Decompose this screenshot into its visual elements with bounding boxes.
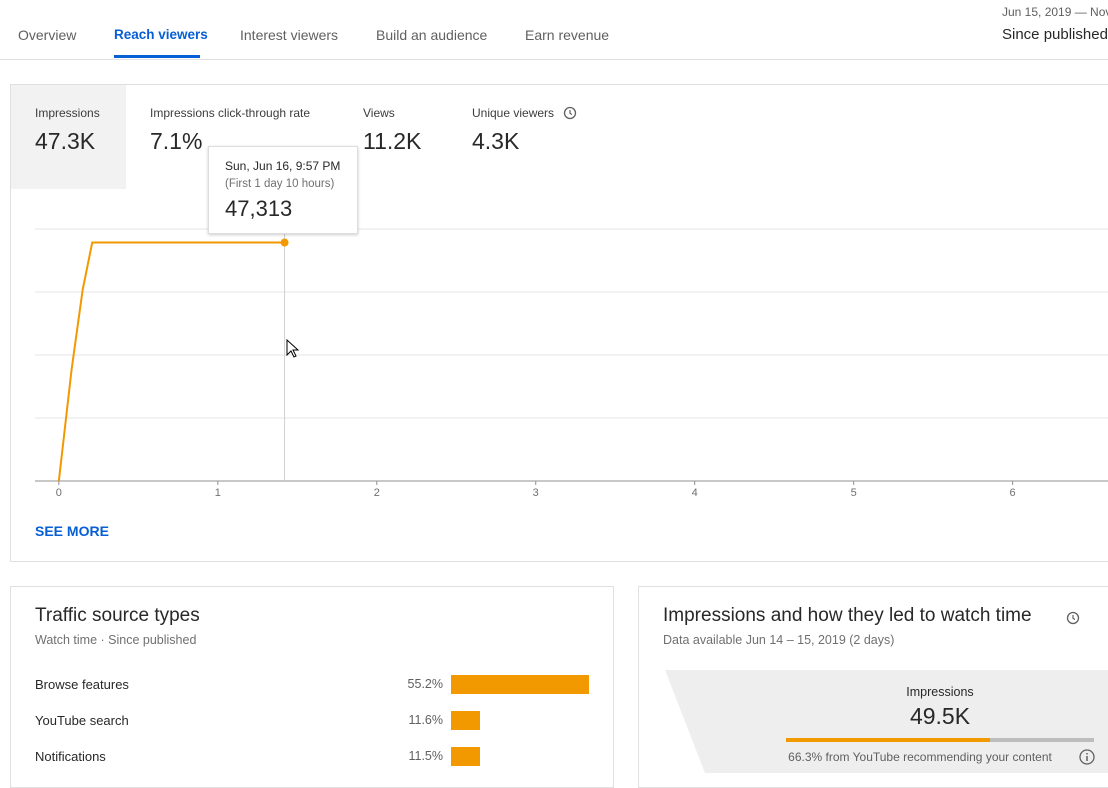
bar <box>451 747 480 766</box>
tab-active[interactable]: Reach viewers <box>114 27 208 42</box>
metric-selected[interactable] <box>11 85 126 189</box>
tab[interactable]: Interest viewers <box>240 27 339 43</box>
metric-value: 7.1% <box>150 128 203 154</box>
cursor <box>286 339 300 358</box>
funnel-shape <box>665 670 1108 773</box>
x-tick-label: 5 <box>851 487 857 499</box>
divider <box>0 59 1108 60</box>
funnel-label: Impressions <box>906 685 974 699</box>
row-name: Notifications <box>35 749 106 764</box>
metric-value: 47.3K <box>35 128 96 154</box>
chart-card <box>10 84 1108 562</box>
info-icon[interactable] <box>1078 748 1096 766</box>
row-pct: 11.6% <box>408 713 443 727</box>
row-name: Browse features <box>35 677 129 692</box>
tab-underline <box>114 55 200 58</box>
funnel-note: 66.3% from YouTube recommending your con… <box>788 750 1052 764</box>
metric-label[interactable]: Views <box>363 106 395 120</box>
x-tick-label: 6 <box>1010 487 1016 499</box>
card-subtitle: Watch time · Since published <box>35 633 197 647</box>
card-title: Traffic source types <box>35 605 200 626</box>
tooltip-note: (First 1 day 10 hours) <box>225 178 335 190</box>
chart: 0 1 2 3 4 5 6 <box>35 189 1108 499</box>
metric-value: 4.3K <box>472 128 520 154</box>
x-tick-label: 2 <box>374 487 380 499</box>
row-pct: 55.2% <box>407 677 443 691</box>
x-tick-label: 1 <box>215 487 221 499</box>
period[interactable]: Since published <box>1002 26 1108 43</box>
clock-icon <box>563 106 577 120</box>
x-tick-label: 3 <box>533 487 539 499</box>
row-name: YouTube search <box>35 713 129 728</box>
hover-point <box>280 238 289 247</box>
x-tick-label: 0 <box>56 487 62 499</box>
tooltip-value: 47,313 <box>225 196 293 221</box>
bar <box>451 675 589 694</box>
row-pct: 11.5% <box>408 749 443 763</box>
date-range[interactable]: Jun 15, 2019 — Nov <box>1002 5 1108 19</box>
tab[interactable]: Overview <box>18 27 77 43</box>
card-subtitle: Data available Jun 14 – 15, 2019 (2 days… <box>663 633 895 647</box>
metric-label: Impressions <box>35 106 100 120</box>
x-tick-label: 4 <box>692 487 698 499</box>
metric-value: 11.2K <box>363 128 422 154</box>
tab[interactable]: Earn revenue <box>525 27 610 43</box>
clock-icon <box>1066 611 1080 625</box>
tab[interactable]: Build an audience <box>376 27 488 43</box>
card-title: Impressions and how they led to watch ti… <box>663 605 1032 626</box>
see-more[interactable]: SEE MORE <box>35 523 109 539</box>
funnel-value: 49.5K <box>909 703 971 729</box>
metric-label[interactable]: Unique viewers <box>472 106 555 120</box>
bar <box>451 711 480 730</box>
line <box>57 241 285 482</box>
tooltip-date: Sun, Jun 16, 9:57 PM <box>225 159 341 173</box>
tooltip: Sun, Jun 16, 9:57 PM (First 1 day 10 hou… <box>208 146 358 234</box>
metric-label[interactable]: Impressions click-through rate <box>150 106 311 120</box>
share-bar <box>786 738 991 742</box>
